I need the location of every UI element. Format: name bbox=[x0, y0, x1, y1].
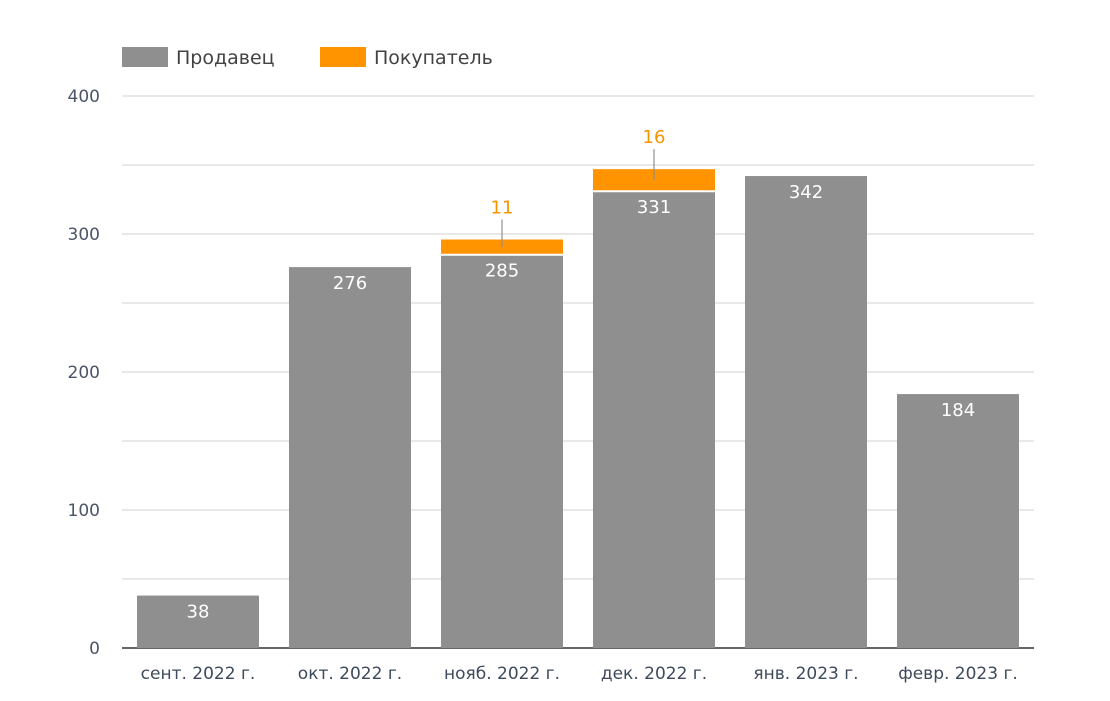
data-label-buyer: 11 bbox=[491, 198, 514, 219]
y-tick-label: 100 bbox=[68, 501, 100, 521]
bars-layer bbox=[137, 169, 1019, 649]
bar-seller bbox=[897, 394, 1019, 648]
y-tick-label: 400 bbox=[68, 87, 100, 107]
bar-seller bbox=[745, 176, 867, 649]
legend: Продавец Покупатель bbox=[122, 47, 493, 69]
legend-label-buyer: Покупатель bbox=[374, 47, 493, 69]
legend-swatch-seller bbox=[122, 47, 168, 67]
grid-layer bbox=[122, 95, 1034, 649]
bar-seller bbox=[441, 254, 563, 648]
bar-buyer bbox=[441, 239, 563, 255]
y-tick-label: 0 bbox=[89, 639, 100, 659]
x-tick-label: февр. 2023 г. bbox=[898, 664, 1018, 684]
legend-label-seller: Продавец bbox=[176, 47, 275, 69]
data-label-seller: 342 bbox=[789, 182, 823, 203]
x-tick-label: дек. 2022 г. bbox=[601, 664, 707, 684]
data-label-seller: 38 bbox=[187, 602, 210, 623]
data-labels-layer: 38 276 285 11 331 16 342 184 bbox=[187, 127, 976, 622]
data-label-seller: 285 bbox=[485, 261, 519, 282]
data-label-seller: 276 bbox=[333, 273, 367, 294]
x-tick-label: янв. 2023 г. bbox=[753, 664, 858, 684]
x-tick-label: окт. 2022 г. bbox=[298, 664, 402, 684]
x-axis-ticks: сент. 2022 г. окт. 2022 г. нояб. 2022 г. де… bbox=[141, 664, 1018, 684]
y-tick-label: 300 bbox=[68, 225, 100, 245]
bar-seller bbox=[593, 191, 715, 648]
y-tick-label: 200 bbox=[68, 363, 100, 383]
bar-seller bbox=[289, 267, 411, 648]
x-tick-label: нояб. 2022 г. bbox=[444, 664, 560, 684]
data-label-buyer: 16 bbox=[643, 127, 666, 148]
legend-swatch-buyer bbox=[320, 47, 366, 67]
data-label-seller: 184 bbox=[941, 400, 975, 421]
x-tick-label: сент. 2022 г. bbox=[141, 664, 256, 684]
bar-seller bbox=[137, 595, 259, 648]
data-label-seller: 331 bbox=[637, 197, 671, 218]
y-axis-ticks: 0 100 200 300 400 bbox=[68, 87, 100, 659]
